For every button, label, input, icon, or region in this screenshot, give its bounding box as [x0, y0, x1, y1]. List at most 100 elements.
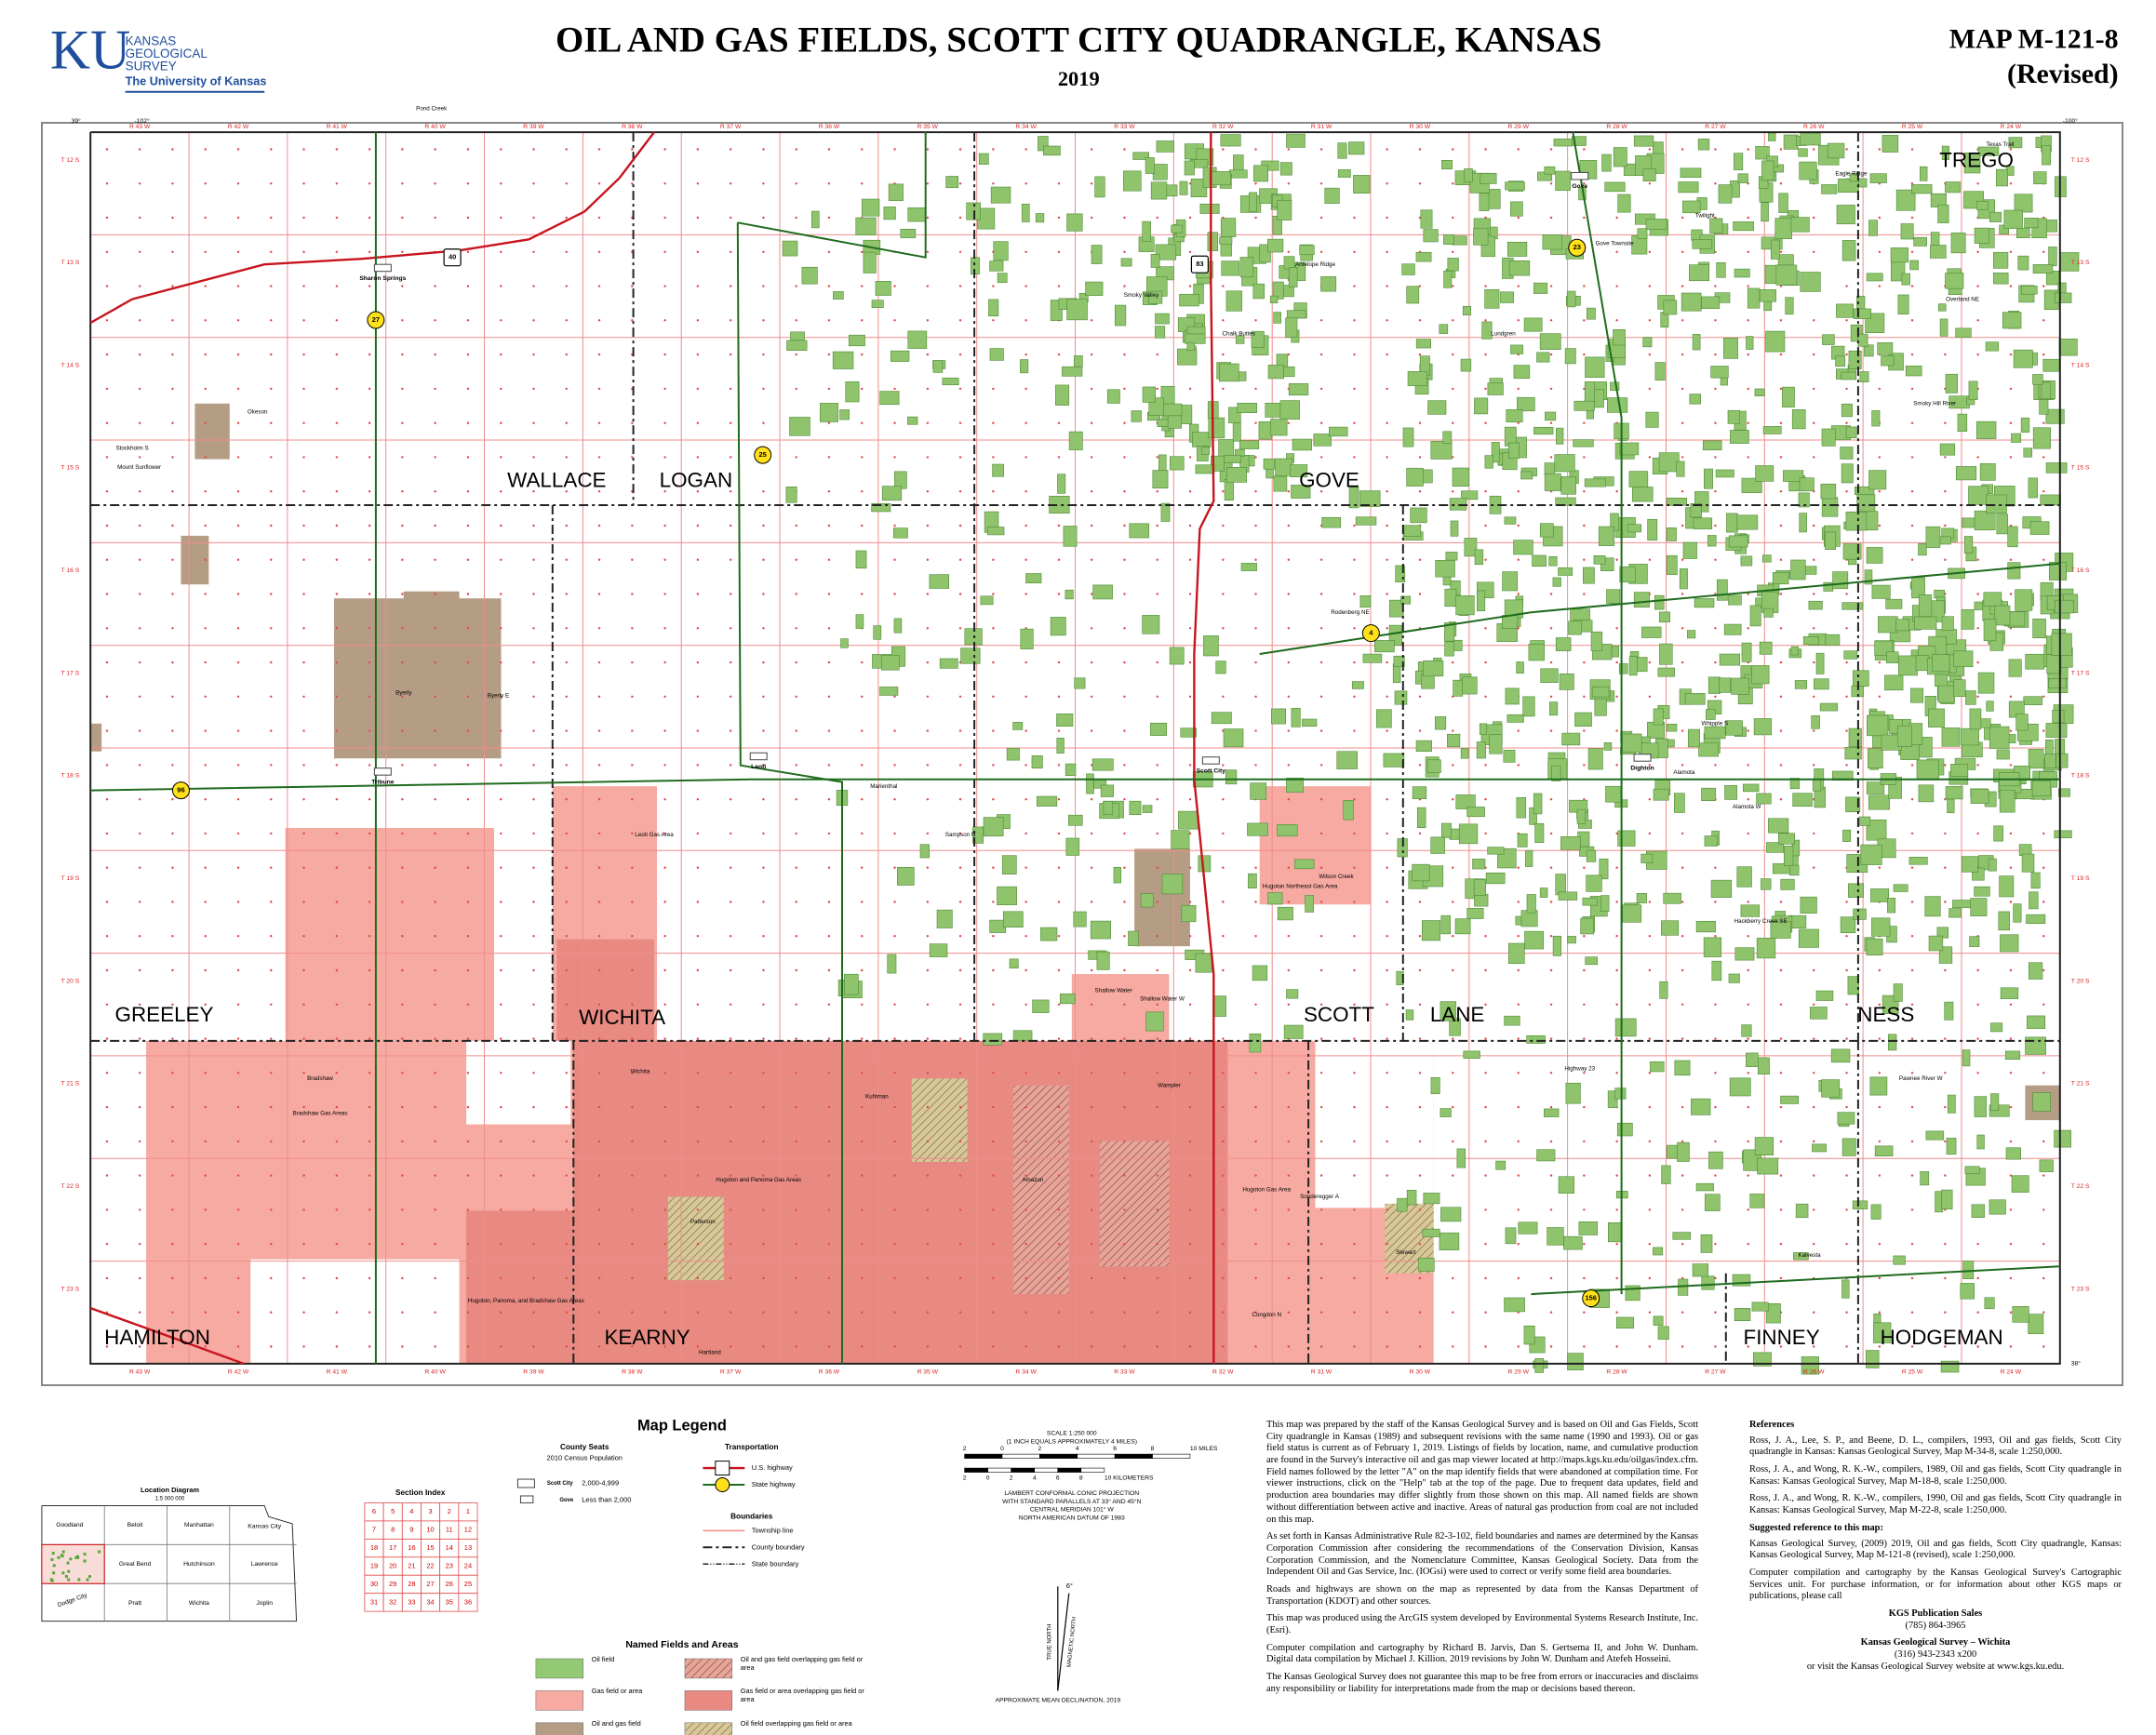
- oil-field: [1761, 160, 1774, 181]
- oil-field: [1611, 645, 1620, 658]
- us-highway: [89, 1306, 245, 1366]
- section-number: 7: [372, 1526, 376, 1534]
- oil-field: [1267, 892, 1283, 905]
- oil-field: [1337, 169, 1351, 178]
- oil-field: [1950, 233, 1966, 254]
- oil-field: [1636, 893, 1647, 903]
- oil-field: [1939, 443, 1956, 456]
- town-symbol: [1633, 754, 1652, 762]
- oil-field: [1765, 330, 1786, 353]
- oil-field: [1652, 141, 1664, 155]
- oil-field: [1628, 471, 1649, 487]
- oil-field: [1800, 132, 1821, 146]
- oil-field: [1415, 251, 1432, 262]
- oil-field: [1020, 628, 1034, 649]
- scale-bar: [1152, 1453, 1191, 1459]
- oil-field: [1179, 180, 1188, 195]
- oil-field: [1556, 427, 1564, 445]
- oil-field: [1677, 1141, 1690, 1162]
- section-number: 19: [370, 1561, 378, 1569]
- oil-field: [1273, 475, 1288, 492]
- oil-field: [1458, 823, 1479, 845]
- section-number: 2: [448, 1507, 451, 1515]
- oil-field: [2045, 408, 2065, 424]
- county-label: GOVE: [1299, 468, 1359, 491]
- oil-field: [848, 334, 865, 347]
- paragraph: The Kansas Geological Survey does not gu…: [1266, 1672, 1698, 1694]
- oil-field: [1682, 200, 1701, 214]
- legend-text: State highway: [752, 1480, 796, 1488]
- oil-field: [880, 654, 900, 671]
- references-column: References Ross, J. A., Lee, S. P., and B…: [1749, 1420, 2122, 1673]
- scale-label: 10 KILOMETERS: [1105, 1475, 1154, 1481]
- oil-field: [1056, 713, 1074, 727]
- oil-field: [1343, 800, 1354, 821]
- oil-field: [1561, 732, 1581, 746]
- corner-coordinate: 39°: [72, 117, 81, 125]
- section-number: 35: [446, 1597, 453, 1606]
- oil-field: [1628, 656, 1638, 676]
- field-name: Hugoton and Panoma Gas Areas: [716, 1177, 801, 1183]
- oil-field: [1524, 930, 1544, 950]
- oil-field: [1220, 134, 1241, 147]
- section-number: 6: [372, 1507, 376, 1515]
- legend-text: Gove: [559, 1498, 574, 1503]
- oil-field: [1790, 217, 1810, 233]
- highway-number: 27: [372, 315, 380, 324]
- scale-bar: [964, 1467, 988, 1473]
- oil-field: [1439, 1232, 1460, 1250]
- county-label: WICHITA: [579, 1006, 665, 1029]
- oil-field: [1953, 650, 1974, 668]
- oil-field: [1610, 381, 1620, 391]
- oil-field: [1858, 816, 1871, 826]
- diagram-field: [75, 1555, 79, 1558]
- oil-field: [1057, 474, 1066, 494]
- field-name: Amazon: [1022, 1177, 1044, 1183]
- oil-field: [1825, 634, 1841, 646]
- oil-field: [1215, 661, 1226, 674]
- oil-field: [1853, 908, 1867, 920]
- oil-field: [1533, 282, 1548, 294]
- oil-field: [1789, 864, 1800, 876]
- oil-field: [1642, 168, 1656, 181]
- oil-field: [1074, 677, 1086, 689]
- oil-field: [2012, 1306, 2029, 1323]
- oil-field: [2054, 1129, 2071, 1148]
- oil-field: [1703, 468, 1713, 489]
- oil-field: [1277, 823, 1298, 837]
- oil-field: [1737, 173, 1748, 183]
- section-number: 13: [464, 1543, 472, 1552]
- range-label: R 39 W: [523, 1369, 544, 1376]
- scale-text: APPROXIMATE MEAN DECLINATION, 2019: [996, 1698, 1121, 1704]
- oil-field: [1615, 1316, 1635, 1329]
- oil-field: [1012, 722, 1024, 730]
- oil-field: [1150, 181, 1168, 200]
- oil-field: [1266, 238, 1284, 253]
- oil-field: [2030, 872, 2041, 889]
- oil-field: [929, 574, 950, 589]
- oil-field: [1869, 173, 1887, 183]
- oil-field: [1901, 273, 1910, 286]
- oil-field: [1418, 1257, 1435, 1272]
- oil-field: [2015, 714, 2029, 731]
- diagram-city: Manhattan: [184, 1522, 214, 1528]
- oil-field: [2000, 934, 2019, 953]
- oil-field: [1472, 859, 1486, 870]
- oil-field: [1840, 447, 1854, 460]
- oil-field: [1755, 146, 1770, 160]
- field-name: Eagle Ridge: [1835, 171, 1868, 178]
- oil-field: [1251, 330, 1265, 348]
- oil-field: [2041, 381, 2052, 400]
- oil-field: [1555, 170, 1571, 191]
- oil-field: [2007, 526, 2018, 548]
- oil-field: [2054, 599, 2074, 614]
- section-number: 1: [466, 1507, 470, 1515]
- oil-field: [1073, 911, 1087, 928]
- oil-field: [2028, 749, 2044, 769]
- diagram-field: [74, 1555, 78, 1559]
- oil-field: [1741, 642, 1752, 662]
- legend-swatch: [535, 1690, 583, 1711]
- scale-bar: [1077, 1453, 1116, 1459]
- oil-field: [1277, 199, 1292, 220]
- oil-field: [1857, 333, 1868, 347]
